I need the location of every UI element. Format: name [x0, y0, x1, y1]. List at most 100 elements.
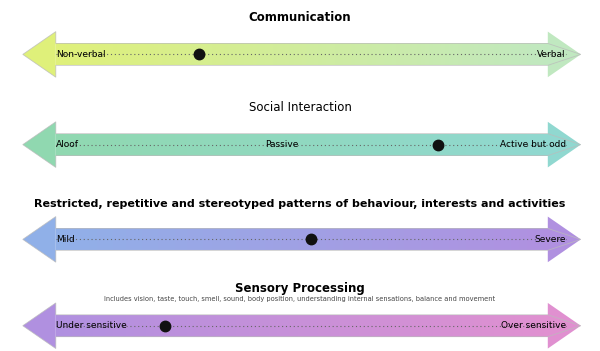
- Polygon shape: [203, 315, 208, 337]
- Polygon shape: [166, 315, 170, 337]
- Polygon shape: [257, 44, 261, 65]
- Polygon shape: [89, 315, 93, 337]
- Polygon shape: [125, 134, 130, 155]
- Polygon shape: [519, 229, 523, 250]
- Polygon shape: [109, 44, 113, 65]
- Polygon shape: [195, 44, 199, 65]
- Polygon shape: [281, 44, 286, 65]
- Polygon shape: [511, 134, 515, 155]
- Polygon shape: [470, 229, 474, 250]
- Polygon shape: [474, 229, 478, 250]
- Text: Aloof: Aloof: [56, 140, 79, 149]
- Polygon shape: [322, 134, 326, 155]
- Polygon shape: [68, 315, 72, 337]
- Polygon shape: [527, 134, 532, 155]
- Polygon shape: [273, 229, 277, 250]
- Polygon shape: [289, 44, 293, 65]
- Polygon shape: [544, 44, 548, 65]
- Polygon shape: [101, 134, 105, 155]
- Polygon shape: [359, 44, 363, 65]
- Polygon shape: [392, 315, 396, 337]
- Polygon shape: [429, 315, 433, 337]
- Polygon shape: [437, 315, 441, 337]
- Polygon shape: [293, 134, 298, 155]
- Polygon shape: [425, 134, 429, 155]
- Polygon shape: [142, 229, 146, 250]
- Polygon shape: [64, 229, 68, 250]
- Polygon shape: [474, 134, 478, 155]
- Polygon shape: [293, 229, 298, 250]
- Text: Includes vision, taste, touch, smell, sound, body position, understanding intern: Includes vision, taste, touch, smell, so…: [104, 296, 496, 302]
- Polygon shape: [56, 44, 60, 65]
- Polygon shape: [351, 229, 355, 250]
- Polygon shape: [93, 229, 97, 250]
- Polygon shape: [486, 315, 490, 337]
- Polygon shape: [535, 44, 539, 65]
- Polygon shape: [355, 44, 359, 65]
- Polygon shape: [236, 315, 240, 337]
- Polygon shape: [507, 315, 511, 337]
- Polygon shape: [85, 44, 89, 65]
- Polygon shape: [371, 315, 376, 337]
- Polygon shape: [113, 229, 118, 250]
- Polygon shape: [134, 315, 138, 337]
- Polygon shape: [215, 315, 220, 337]
- Polygon shape: [265, 315, 269, 337]
- Polygon shape: [363, 134, 367, 155]
- Polygon shape: [425, 315, 429, 337]
- Polygon shape: [257, 134, 261, 155]
- Polygon shape: [445, 134, 449, 155]
- Polygon shape: [220, 315, 224, 337]
- Polygon shape: [281, 315, 286, 337]
- Polygon shape: [72, 44, 76, 65]
- Polygon shape: [179, 44, 183, 65]
- Polygon shape: [187, 229, 191, 250]
- Polygon shape: [322, 229, 326, 250]
- Polygon shape: [170, 44, 175, 65]
- Polygon shape: [367, 229, 371, 250]
- Polygon shape: [441, 134, 445, 155]
- Polygon shape: [183, 315, 187, 337]
- Polygon shape: [429, 44, 433, 65]
- Polygon shape: [338, 315, 343, 337]
- Polygon shape: [351, 134, 355, 155]
- Polygon shape: [367, 134, 371, 155]
- Polygon shape: [199, 315, 203, 337]
- Polygon shape: [97, 44, 101, 65]
- Polygon shape: [548, 122, 581, 167]
- Polygon shape: [289, 229, 293, 250]
- Polygon shape: [265, 229, 269, 250]
- Polygon shape: [454, 315, 458, 337]
- Polygon shape: [494, 134, 499, 155]
- Polygon shape: [187, 44, 191, 65]
- Polygon shape: [482, 44, 486, 65]
- Polygon shape: [523, 315, 527, 337]
- Polygon shape: [532, 44, 535, 65]
- Polygon shape: [228, 229, 232, 250]
- Polygon shape: [519, 44, 523, 65]
- Polygon shape: [195, 315, 199, 337]
- Polygon shape: [121, 44, 125, 65]
- Polygon shape: [113, 134, 118, 155]
- Polygon shape: [85, 229, 89, 250]
- Polygon shape: [351, 44, 355, 65]
- Polygon shape: [437, 44, 441, 65]
- Polygon shape: [105, 134, 109, 155]
- Polygon shape: [23, 217, 56, 262]
- Polygon shape: [64, 315, 68, 337]
- Polygon shape: [187, 315, 191, 337]
- Polygon shape: [179, 134, 183, 155]
- Polygon shape: [388, 44, 392, 65]
- Polygon shape: [286, 44, 289, 65]
- Polygon shape: [462, 315, 466, 337]
- Polygon shape: [437, 134, 441, 155]
- Polygon shape: [138, 315, 142, 337]
- Polygon shape: [232, 134, 236, 155]
- Polygon shape: [179, 229, 183, 250]
- Polygon shape: [527, 229, 532, 250]
- Polygon shape: [257, 229, 261, 250]
- Polygon shape: [248, 229, 253, 250]
- Polygon shape: [76, 315, 80, 337]
- Polygon shape: [146, 134, 150, 155]
- Polygon shape: [310, 134, 314, 155]
